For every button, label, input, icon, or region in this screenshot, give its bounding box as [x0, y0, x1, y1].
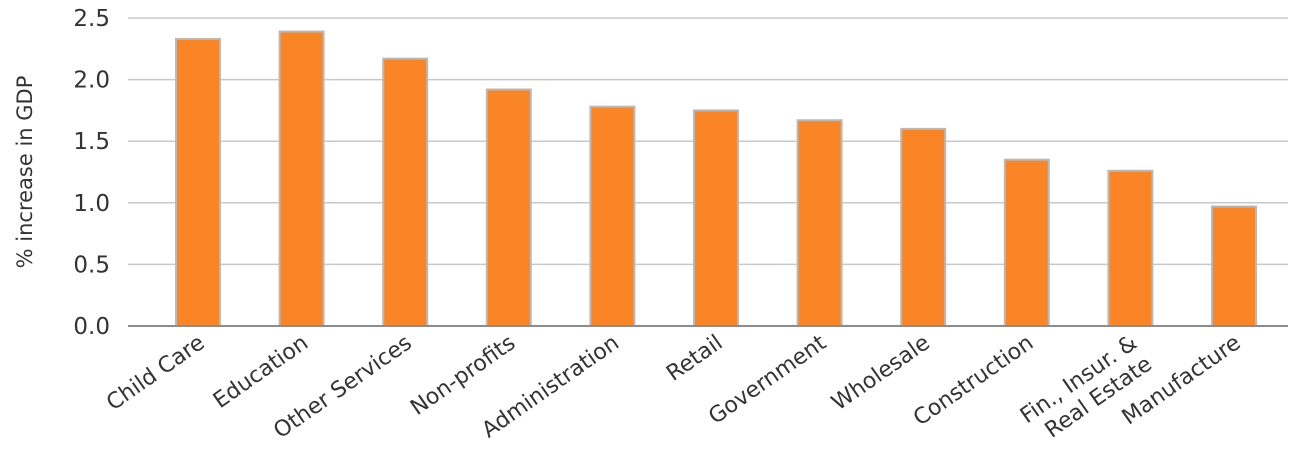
- bar: [1107, 169, 1154, 327]
- y-tick-label: 2.0: [73, 68, 110, 94]
- y-axis-title: % increase in GDP: [13, 76, 37, 269]
- x-category-label: Education: [209, 330, 313, 413]
- y-tick-label: 2.5: [73, 6, 110, 32]
- bar: [278, 30, 325, 327]
- x-category-label: Child Care: [102, 330, 209, 416]
- y-tick-label: 0.5: [73, 252, 110, 278]
- x-category-label-line: Child Care: [102, 330, 209, 416]
- bar: [693, 109, 739, 328]
- bar: [175, 37, 221, 327]
- bar: [900, 127, 947, 327]
- x-category-label: Retail: [662, 330, 727, 386]
- bar: [1003, 158, 1050, 327]
- bars: [175, 30, 1257, 328]
- x-category-label-line: Education: [209, 330, 313, 413]
- x-category-label: Fin., Insur. &Real Estate: [1016, 330, 1157, 450]
- y-tick-label: 1.0: [73, 191, 110, 217]
- y-tick-label: 1.5: [73, 129, 110, 155]
- bar: [589, 105, 636, 328]
- x-category-label-line: Retail: [662, 330, 727, 386]
- y-tick-label: 0.0: [73, 314, 110, 340]
- bar: [1211, 205, 1257, 327]
- bar: [485, 88, 532, 328]
- bar: [796, 119, 843, 327]
- y-tick-labels: 0.0 0.5 1.0 1.5 2.0 2.5: [73, 6, 110, 340]
- bar: [382, 57, 429, 327]
